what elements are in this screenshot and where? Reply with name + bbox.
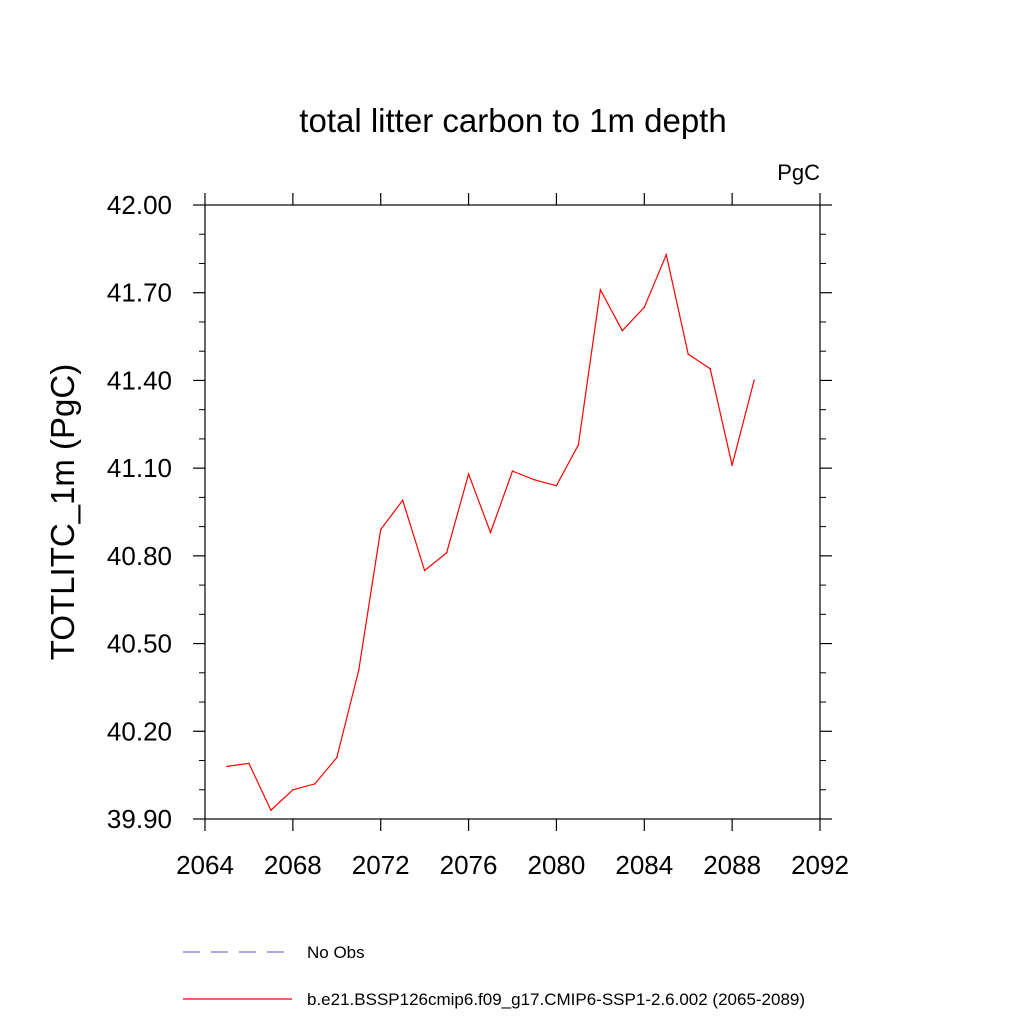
data-point (577, 443, 580, 446)
data-point (599, 288, 602, 291)
x-tick-label: 2064 (176, 850, 234, 880)
x-tick-label: 2076 (440, 850, 498, 880)
data-point (731, 464, 733, 467)
data-point (621, 329, 624, 332)
x-tick-label: 2088 (703, 850, 761, 880)
y-tick-label: 41.70 (107, 278, 172, 308)
data-point (555, 484, 558, 487)
data-point (445, 552, 448, 554)
data-point (379, 528, 382, 531)
data-point (467, 473, 470, 475)
data-point (292, 788, 294, 791)
y-tick-label: 42.00 (107, 190, 172, 220)
data-point (423, 569, 426, 572)
data-point (709, 367, 711, 370)
data-point (665, 253, 668, 256)
chart-title: total litter carbon to 1m depth (299, 102, 726, 139)
plot-frame (204, 204, 821, 820)
data-point (643, 306, 646, 309)
tick-labels: 2064 2068 2072 2076 2080 2084 2088 2092 39.90 40.… (107, 190, 849, 880)
x-tick-label: 2072 (352, 850, 410, 880)
data-point (270, 809, 272, 812)
data-point (687, 353, 690, 355)
y-tick-label: 41.10 (107, 453, 172, 483)
y-tick-label: 40.50 (107, 629, 172, 659)
y-tick-label: 39.90 (107, 804, 172, 834)
data-point (511, 470, 514, 472)
y-axis-label: TOTLITC_1m (PgC) (44, 364, 81, 660)
data-point (401, 499, 404, 502)
data-point (248, 762, 250, 765)
data-point (357, 669, 360, 671)
units-label: PgC (777, 160, 820, 185)
data-point (489, 531, 492, 534)
series-layer (226, 252, 755, 812)
data-point (335, 756, 338, 759)
x-tick-label: 2084 (615, 850, 673, 880)
y-tick-label: 41.40 (107, 365, 172, 395)
legend-label: No Obs (307, 943, 365, 962)
axis-ticks (193, 193, 832, 831)
x-tick-label: 2068 (264, 850, 322, 880)
y-tick-label: 40.20 (107, 716, 172, 746)
data-point (753, 379, 755, 382)
x-tick-label: 2092 (791, 850, 849, 880)
legend-label: b.e21.BSSP126cmip6.f09_g17.CMIP6-SSP1-2.… (307, 990, 805, 1009)
y-tick-label: 40.80 (107, 541, 172, 571)
data-point (314, 783, 316, 785)
data-point (533, 479, 536, 481)
data-point (226, 765, 228, 768)
x-tick-label: 2080 (528, 850, 586, 880)
legend: No Obs b.e21.BSSP126cmip6.f09_g17.CMIP6-S… (183, 943, 805, 1009)
